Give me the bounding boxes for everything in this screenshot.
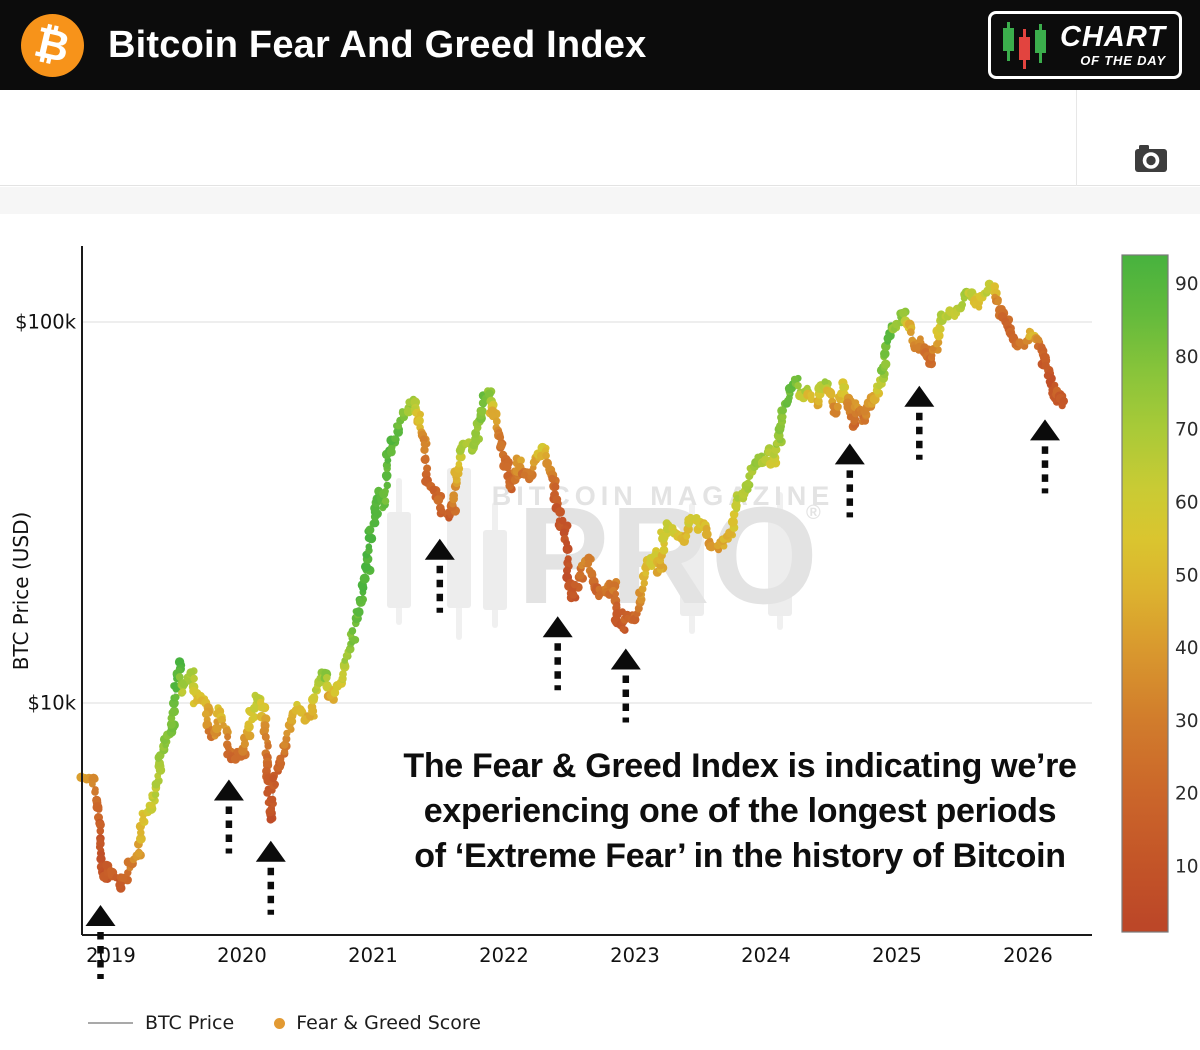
svg-text:$100k: $100k	[15, 311, 77, 334]
fear-greed-dots	[76, 279, 1069, 893]
svg-text:20: 20	[1175, 784, 1199, 805]
axis-spines	[81, 246, 1092, 936]
annotation-text: The Fear & Greed Index is indicating we’…	[370, 744, 1110, 879]
svg-text:2021: 2021	[348, 944, 398, 967]
svg-text:10: 10	[1175, 857, 1199, 878]
watermark-candle	[447, 468, 471, 608]
camera-icon[interactable]	[1132, 140, 1170, 178]
svg-text:2024: 2024	[741, 944, 791, 967]
bitcoin-logo-icon: ₿	[21, 13, 84, 77]
legend-line-swatch	[88, 1022, 133, 1024]
svg-text:70: 70	[1175, 420, 1199, 441]
badge-line2: OF THE DAY	[1080, 53, 1166, 69]
toolbar	[0, 90, 1200, 186]
chart-legend: BTC Price Fear & Greed Score	[88, 1012, 481, 1034]
svg-text:30: 30	[1175, 711, 1199, 732]
annotation-line-3: of ‘Extreme Fear’ in the history of Bitc…	[414, 837, 1066, 875]
watermark-registered-mark: ®	[806, 502, 821, 524]
price-gridlines	[82, 321, 1092, 704]
chart-of-the-day-badge: CHART OF THE DAY	[988, 11, 1182, 79]
svg-text:2019: 2019	[86, 944, 136, 967]
badge-line1: CHART	[1060, 20, 1166, 53]
watermark-candle	[483, 530, 507, 610]
watermark-brand-text: BITCOIN MAGAZINE	[491, 481, 835, 511]
svg-text:2025: 2025	[872, 944, 922, 967]
extreme-fear-arrows	[85, 385, 1060, 979]
svg-text:2020: 2020	[217, 944, 267, 967]
header-bar: ₿ Bitcoin Fear And Greed Index CHART OF …	[0, 0, 1200, 90]
watermark-candle	[387, 512, 411, 608]
legend-dot-swatch	[274, 1017, 286, 1029]
annotation-line-2: experiencing one of the longest periods	[423, 792, 1057, 830]
svg-text:2023: 2023	[610, 944, 660, 967]
legend-label-fear-greed[interactable]: Fear & Greed Score	[296, 1012, 481, 1034]
badge-text: CHART OF THE DAY	[1060, 20, 1166, 69]
svg-text:40: 40	[1175, 638, 1199, 659]
svg-text:2022: 2022	[479, 944, 529, 967]
toolbar-sub-band	[0, 187, 1200, 214]
annotation-line-1: The Fear & Greed Index is indicating we’…	[403, 747, 1077, 785]
axis-tick-labels: $100k $10k 2019 2020 2021 2022 2023 2024 2025 202…	[9, 311, 1053, 968]
svg-text:$10k: $10k	[27, 692, 76, 715]
colorbar: 90 80 70 60 50 40 30 20 10	[1121, 254, 1199, 933]
watermark-candle	[768, 518, 792, 616]
toolbar-separator	[1076, 90, 1077, 186]
svg-text:90: 90	[1175, 274, 1199, 295]
svg-text:60: 60	[1175, 493, 1199, 514]
svg-text:80: 80	[1175, 347, 1199, 368]
svg-text:50: 50	[1175, 565, 1199, 586]
camera-glyph	[1135, 145, 1167, 172]
svg-text:BTC Price (USD): BTC Price (USD)	[9, 512, 33, 671]
legend-label-btc-price[interactable]: BTC Price	[145, 1012, 235, 1034]
candlestick-icon	[1003, 22, 1047, 69]
svg-text:2026: 2026	[1003, 944, 1053, 967]
page-title: Bitcoin Fear And Greed Index	[108, 23, 647, 66]
